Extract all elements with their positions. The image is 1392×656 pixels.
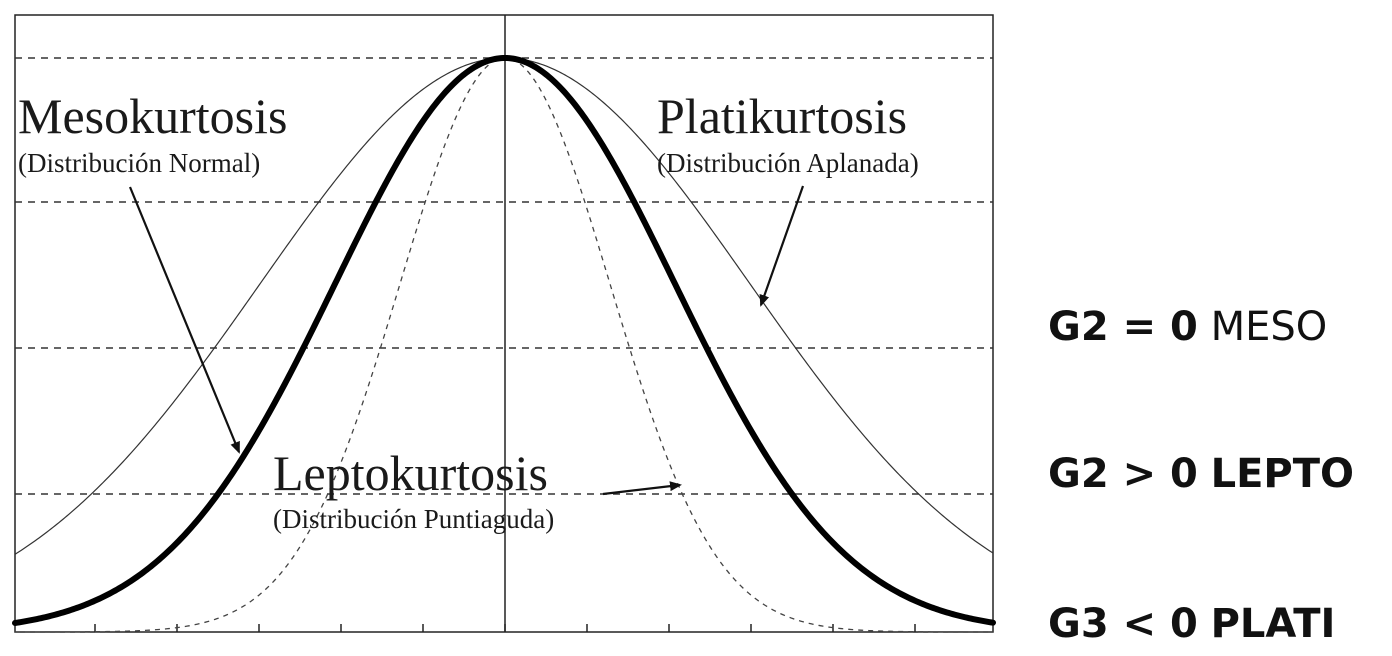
lepto-subtitle: (Distribución Puntiaguda)	[273, 504, 554, 534]
leptokurtic-curve	[15, 57, 993, 633]
meso-arrow	[128, 186, 241, 454]
legend-lepto: G2 > 0 LEPTO	[1048, 444, 1354, 504]
lepto-arrow	[602, 481, 682, 496]
platy-arrow	[759, 185, 805, 307]
legend-lepto-label: LEPTO	[1210, 451, 1355, 497]
platy-title: Platikurtosis	[657, 88, 907, 144]
legend-lepto-expr: G2 > 0	[1048, 451, 1198, 497]
platy-subtitle: (Distribución Aplanada)	[657, 148, 919, 178]
legend-plati-expr: G3 < 0	[1048, 601, 1198, 647]
legend-plati: G3 < 0 PLATI	[1048, 594, 1335, 654]
legend-plati-label: PLATI	[1210, 601, 1336, 647]
gridlines	[15, 57, 993, 495]
mesokurtic-curve	[12, 54, 996, 626]
legend-meso: G2 = 0 MESO	[1048, 297, 1327, 357]
legend-meso-expr: G2 = 0	[1048, 304, 1198, 350]
meso-title: Mesokurtosis	[18, 88, 287, 144]
plot-frame	[14, 14, 994, 633]
lepto-title: Leptokurtosis	[273, 445, 548, 501]
meso-subtitle: (Distribución Normal)	[18, 148, 260, 178]
legend-meso-label: MESO	[1210, 304, 1328, 350]
x-ticks	[94, 624, 916, 632]
